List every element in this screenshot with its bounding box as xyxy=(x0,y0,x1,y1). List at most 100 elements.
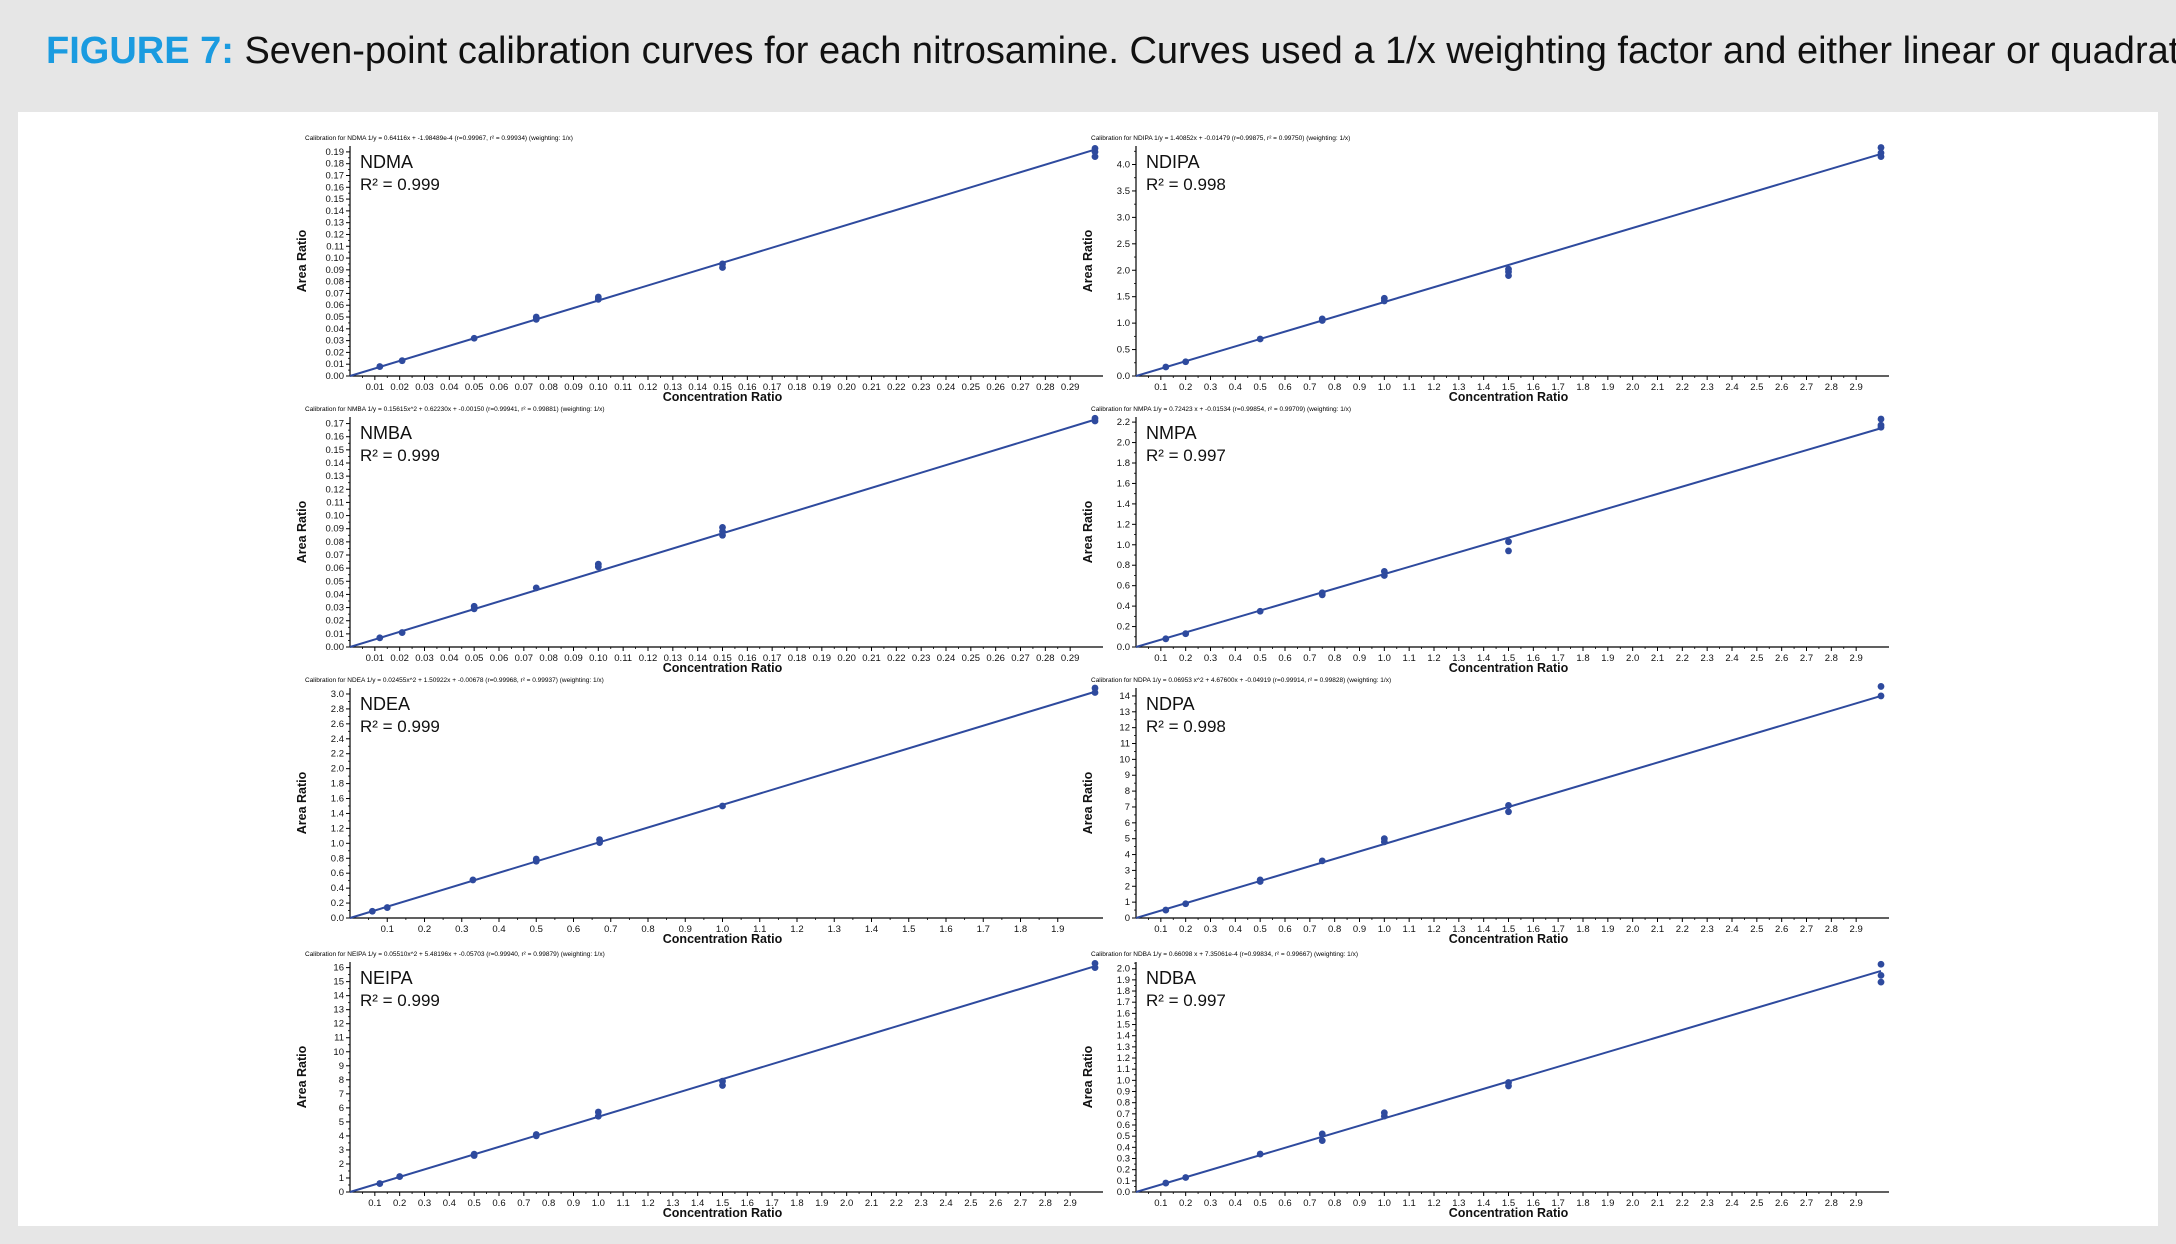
x-tick-label: 1.0 xyxy=(1378,1198,1391,1209)
y-tick-label: 1.5 xyxy=(1117,1020,1130,1031)
x-tick-label: 0.12 xyxy=(639,382,658,393)
x-tick-label: 0.3 xyxy=(1204,1198,1217,1209)
x-tick-label: 0.4 xyxy=(1229,924,1242,935)
x-tick-label: 2.2 xyxy=(1676,924,1689,935)
data-point xyxy=(1091,689,1099,696)
data-point xyxy=(719,260,726,268)
y-tick-label: 8 xyxy=(1125,786,1130,797)
x-tick-label: 2.6 xyxy=(1775,653,1788,664)
x-tick-label: 2.9 xyxy=(1850,382,1863,393)
x-tick-label: 1.2 xyxy=(641,1198,654,1209)
data-point xyxy=(1318,589,1326,597)
y-axis-label: Area Ratio xyxy=(1081,771,1095,834)
x-tick-label: 2.7 xyxy=(1800,924,1813,935)
x-tick-label: 0.24 xyxy=(937,382,956,393)
x-tick-label: 0.5 xyxy=(1254,653,1267,664)
x-tick-label: 1.6 xyxy=(741,1198,754,1209)
x-tick-label: 2.3 xyxy=(1701,924,1714,935)
y-tick-label: 1.2 xyxy=(331,823,344,834)
y-tick-label: 0.5 xyxy=(1117,1131,1130,1142)
data-point xyxy=(1380,294,1388,302)
y-tick-label: 1.6 xyxy=(1117,1008,1130,1019)
y-tick-label: 13 xyxy=(333,1005,344,1016)
y-tick-label: 0.1 xyxy=(1117,1176,1130,1187)
x-tick-label: 1.2 xyxy=(1427,924,1440,935)
x-tick-label: 1.0 xyxy=(1378,924,1391,935)
x-tick-label: 0.11 xyxy=(614,382,632,393)
x-tick-label: 1.0 xyxy=(1378,653,1391,664)
data-point xyxy=(596,836,603,843)
x-tick-label: 0.13 xyxy=(664,382,683,393)
y-tick-label: 9 xyxy=(1125,770,1130,781)
x-tick-label: 1.3 xyxy=(1452,653,1465,664)
x-tick-label: 2.8 xyxy=(1825,382,1838,393)
x-tick-label: 1.5 xyxy=(1502,653,1515,664)
x-tick-label: 0.17 xyxy=(763,653,782,664)
x-tick-label: 1.1 xyxy=(1403,653,1416,664)
y-tick-label: 14 xyxy=(1119,691,1130,702)
x-tick-label: 0.15 xyxy=(713,653,732,664)
x-tick-label: 2.6 xyxy=(1775,382,1788,393)
x-tick-label: 0.5 xyxy=(468,1198,481,1209)
x-tick-label: 2.5 xyxy=(1750,1198,1763,1209)
data-point xyxy=(1182,358,1190,366)
x-tick-label: 0.07 xyxy=(515,382,534,393)
x-tick-label: 1.4 xyxy=(865,924,878,935)
x-tick-label: 0.28 xyxy=(1036,653,1055,664)
data-point xyxy=(594,560,602,568)
x-tick-label: 1.8 xyxy=(1576,924,1589,935)
x-tick-label: 0.8 xyxy=(542,1198,555,1209)
y-tick-label: 2 xyxy=(339,1159,344,1170)
data-point xyxy=(368,907,376,915)
y-tick-label: 0.6 xyxy=(1117,1120,1130,1131)
x-tick-label: 0.1 xyxy=(381,924,394,935)
x-tick-label: 2.1 xyxy=(865,1198,878,1209)
x-tick-label: 2.6 xyxy=(989,1198,1002,1209)
x-tick-label: 1.8 xyxy=(790,1198,803,1209)
x-tick-label: 0.9 xyxy=(1353,382,1366,393)
y-tick-label: 0.0 xyxy=(331,913,344,924)
y-tick-label: 1.3 xyxy=(1117,1042,1130,1053)
data-point xyxy=(1877,692,1885,700)
chart-ndea: Calibration for NDEA 1/y = 0.02455x^2 + … xyxy=(295,677,1103,946)
x-tick-label: 0.8 xyxy=(1328,382,1341,393)
x-axis-label: Concentration Ratio xyxy=(1449,390,1569,404)
y-tick-label: 1.2 xyxy=(1117,1053,1130,1064)
x-tick-label: 0.16 xyxy=(738,653,757,664)
x-tick-label: 0.05 xyxy=(465,653,484,664)
r-squared-label: R² = 0.997 xyxy=(1146,991,1226,1010)
x-tick-label: 0.20 xyxy=(837,382,856,393)
y-tick-label: 0.02 xyxy=(326,616,345,627)
y-tick-label: 14 xyxy=(333,991,344,1002)
y-tick-label: 0.04 xyxy=(326,589,345,600)
x-tick-label: 0.01 xyxy=(366,653,385,664)
x-tick-label: 0.19 xyxy=(813,653,832,664)
data-point xyxy=(1380,567,1388,575)
x-tick-label: 0.5 xyxy=(1254,1198,1267,1209)
y-tick-label: 7 xyxy=(339,1089,344,1100)
r-squared-label: R² = 0.999 xyxy=(360,717,440,736)
data-point xyxy=(532,855,540,863)
y-tick-label: 15 xyxy=(333,977,344,988)
x-tick-label: 0.09 xyxy=(564,653,583,664)
x-axis-label: Concentration Ratio xyxy=(1449,661,1569,675)
x-tick-label: 1.6 xyxy=(1527,924,1540,935)
x-tick-label: 2.5 xyxy=(1750,382,1763,393)
x-tick-label: 0.10 xyxy=(589,382,608,393)
x-tick-label: 0.23 xyxy=(912,653,931,664)
y-tick-label: 0.05 xyxy=(326,576,345,587)
x-tick-label: 0.8 xyxy=(1328,1198,1341,1209)
data-point xyxy=(470,602,478,610)
x-tick-label: 1.4 xyxy=(1477,653,1490,664)
y-tick-label: 2.8 xyxy=(331,704,344,715)
chart-equation: Calibration for NDPA 1/y = 0.06953 x^2 +… xyxy=(1091,677,1391,684)
x-tick-label: 1.7 xyxy=(1552,924,1565,935)
y-tick-label: 0.12 xyxy=(326,484,345,495)
data-point xyxy=(376,1180,384,1187)
x-tick-label: 2.9 xyxy=(1850,1198,1863,1209)
x-tick-label: 0.14 xyxy=(688,382,707,393)
data-point xyxy=(1505,808,1512,816)
data-point xyxy=(1380,835,1388,843)
x-tick-label: 2.8 xyxy=(1039,1198,1052,1209)
compound-name: NMPA xyxy=(1146,423,1197,443)
